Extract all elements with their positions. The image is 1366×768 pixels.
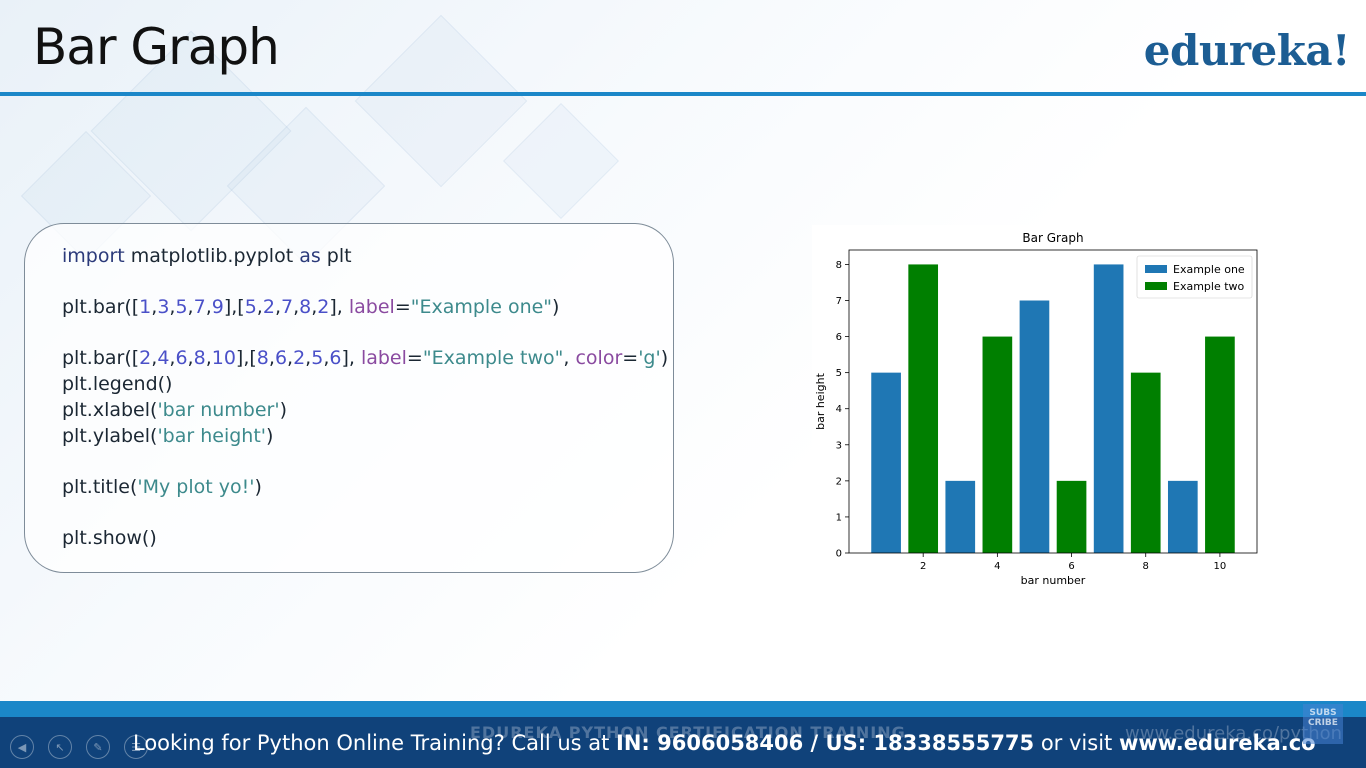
menu-icon[interactable]: ☰ [124, 735, 148, 759]
background-decoration [503, 103, 619, 219]
footer-website-link[interactable]: www.edureka.co [1118, 731, 1316, 755]
footer-phone-numbers: IN: 9606058406 / US: 18338555775 [616, 731, 1035, 755]
pen-icon[interactable]: ✎ [86, 735, 110, 759]
bar [1205, 336, 1235, 553]
bar [1093, 264, 1124, 553]
bar [871, 372, 901, 553]
bar [1056, 480, 1087, 553]
code-line: plt.legend() [62, 373, 173, 395]
bar [908, 264, 939, 553]
code-line: plt.bar([1,3,5,7,9],[5,2,7,8,2], label="… [62, 296, 560, 318]
code-line: plt.xlabel('bar number') [62, 399, 288, 421]
x-axis-label: bar number [1021, 574, 1086, 587]
x-tick-label: 4 [994, 561, 1000, 572]
legend-swatch [1145, 265, 1167, 273]
footer-text-prefix: Looking for Python Online Training? Call… [133, 731, 617, 755]
legend-label: Example one [1173, 263, 1245, 276]
bar-chart: 0 1 2 3 4 5 6 7 8 2 4 6 8 10 Bar Graph bar number bar he… [812, 225, 1267, 595]
code-panel [24, 223, 674, 573]
pointer-icon[interactable]: ↖ [48, 735, 72, 759]
x-tick-label: 10 [1214, 561, 1227, 572]
code-line: import matplotlib.pyplot as plt [62, 245, 352, 267]
y-tick-label: 7 [836, 296, 842, 307]
bar [1019, 300, 1050, 553]
y-tick-label: 1 [836, 512, 842, 523]
bar [1167, 480, 1198, 553]
y-tick-label: 8 [836, 260, 842, 271]
subscribe-badge[interactable]: SUBS CRIBE [1303, 704, 1343, 744]
plot-frame [848, 249, 1258, 554]
y-tick-label: 4 [836, 404, 842, 415]
y-tick-label: 3 [836, 440, 842, 451]
legend-label: Example two [1173, 280, 1245, 293]
bar-chart-svg: 0 1 2 3 4 5 6 7 8 2 4 6 8 10 Bar Graph bar number bar he… [814, 231, 1258, 587]
code-line: plt.bar([2,4,6,8,10],[8,6,2,5,6], label=… [62, 347, 669, 369]
title-divider [0, 92, 1366, 96]
y-axis-label: bar height [814, 372, 827, 429]
previous-icon[interactable]: ◀ [10, 735, 34, 759]
footer-watermark: EDUREKA PYTHON CERTIFICATION TRAINING [470, 723, 906, 742]
code-line: plt.title('My plot yo!') [62, 476, 262, 498]
footer-call-to-action: Looking for Python Online Training? Call… [133, 731, 1316, 755]
footer-accent-strip [0, 701, 1366, 717]
background-decoration [354, 14, 528, 188]
bar [945, 480, 976, 553]
legend-swatch [1145, 282, 1167, 290]
x-tick-label: 2 [920, 561, 926, 572]
y-tick-label: 2 [836, 476, 842, 487]
x-tick-label: 8 [1143, 561, 1149, 572]
x-tick-label: 6 [1068, 561, 1074, 572]
edureka-logo: edureka! [1143, 26, 1351, 75]
player-controls: ◀ ↖ ✎ ☰ [10, 735, 148, 759]
code-line: plt.show() [62, 527, 157, 549]
y-tick-label: 6 [836, 332, 842, 343]
chart-title: Bar Graph [1022, 231, 1083, 245]
slide-title: Bar Graph [33, 18, 280, 76]
footer-banner: EDUREKA PYTHON CERTIFICATION TRAINING ww… [0, 701, 1366, 768]
footer-text-mid: or visit [1034, 731, 1119, 755]
code-line: plt.ylabel('bar height') [62, 425, 274, 447]
y-tick-label: 0 [836, 549, 842, 560]
bar [1130, 372, 1161, 553]
bar [982, 336, 1013, 553]
y-tick-label: 5 [836, 368, 842, 379]
footer-watermark-url: www.edureka.co/python [1125, 723, 1343, 744]
